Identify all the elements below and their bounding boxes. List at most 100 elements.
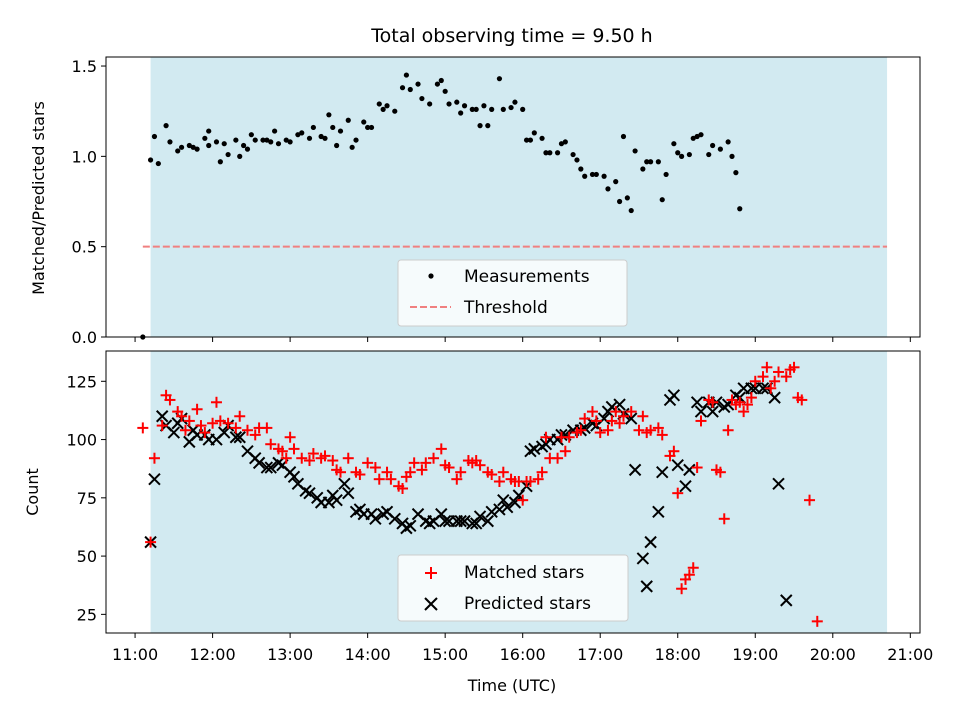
measurement-point xyxy=(686,151,692,158)
measurement-point xyxy=(147,157,154,163)
measurement-point xyxy=(190,144,196,150)
predicted-point xyxy=(155,410,169,423)
matched-point xyxy=(757,371,769,383)
measurement-point xyxy=(260,137,266,143)
legend-measurements-label: Measurements xyxy=(464,267,590,287)
legend-matched-marker xyxy=(425,567,437,579)
matched-point xyxy=(319,450,331,462)
measurement-point xyxy=(694,133,700,140)
predicted-point xyxy=(252,456,266,470)
matched-point xyxy=(199,427,211,439)
measurement-point xyxy=(454,99,460,105)
measurement-point xyxy=(268,139,274,145)
legend-predicted-label: Predicted stars xyxy=(464,594,591,614)
matched-point xyxy=(633,424,645,436)
matched-point xyxy=(207,417,219,429)
top-points xyxy=(140,72,743,340)
matched-point xyxy=(796,394,808,406)
matched-point xyxy=(586,406,598,418)
measurement-point xyxy=(155,160,161,167)
measurement-point xyxy=(481,103,487,109)
measurement-point xyxy=(485,123,491,129)
matched-point xyxy=(214,415,226,427)
matched-point xyxy=(645,424,657,436)
measurement-point xyxy=(415,81,421,87)
matched-point xyxy=(773,366,785,378)
matched-point xyxy=(296,452,308,464)
bottom-xtick-label: 20:00 xyxy=(810,645,856,664)
matched-point xyxy=(722,424,734,436)
measurement-point xyxy=(438,77,444,84)
measurement-point xyxy=(237,153,243,159)
predicted-point xyxy=(260,461,274,474)
matched-point xyxy=(362,457,374,469)
matched-point xyxy=(614,417,626,429)
bottom-xtick-label: 11:00 xyxy=(112,645,158,664)
matched-point xyxy=(637,410,649,422)
measurement-point xyxy=(202,135,208,141)
predicted-point xyxy=(342,486,355,500)
measurement-point xyxy=(318,133,324,140)
measurement-point xyxy=(527,137,534,143)
matched-point xyxy=(579,413,591,425)
matched-point xyxy=(420,457,432,469)
matched-point xyxy=(536,466,548,478)
matched-point xyxy=(563,431,575,443)
predicted-point xyxy=(508,496,522,509)
matched-point xyxy=(408,457,420,469)
measurement-point xyxy=(434,81,441,87)
measurement-point xyxy=(562,139,568,145)
measurement-point xyxy=(469,106,475,112)
measurement-point xyxy=(337,128,344,134)
matched-point xyxy=(145,536,157,548)
matched-point xyxy=(540,431,552,443)
matched-point xyxy=(164,394,176,406)
measurement-point xyxy=(349,144,355,150)
matched-point xyxy=(687,562,699,574)
predicted-point xyxy=(694,405,708,418)
matched-point xyxy=(738,406,750,418)
measurement-point xyxy=(477,123,483,129)
measurement-point xyxy=(252,137,258,143)
bottom-xtick-label: 15:00 xyxy=(422,645,468,664)
matched-point xyxy=(575,424,587,436)
measurement-point xyxy=(241,142,247,149)
matched-point xyxy=(265,438,277,450)
bottom-ytick-label: 75 xyxy=(77,489,97,508)
measurement-point xyxy=(175,148,181,154)
matched-point xyxy=(335,466,347,478)
predicted-point xyxy=(636,552,650,565)
matched-point xyxy=(381,466,393,478)
matched-point xyxy=(222,417,234,429)
measurement-point xyxy=(547,150,553,156)
measurement-point xyxy=(733,170,739,176)
top-ytick-label: 0.0 xyxy=(72,328,97,347)
matched-point xyxy=(280,452,292,464)
matched-point xyxy=(304,455,315,467)
predicted-point xyxy=(690,396,704,409)
predicted-point xyxy=(218,426,231,439)
predicted-point xyxy=(388,512,401,526)
matched-point xyxy=(610,406,622,418)
predicted-point xyxy=(148,472,161,486)
matched-point xyxy=(241,424,253,436)
legend-measurements-marker xyxy=(428,273,434,279)
predicted-point xyxy=(644,535,657,549)
measurement-point xyxy=(221,141,227,147)
matched-point xyxy=(455,466,467,478)
predicted-point xyxy=(330,493,343,507)
measurement-point xyxy=(442,88,448,94)
predicted-point xyxy=(780,594,793,607)
matched-point xyxy=(404,466,416,478)
measurement-point xyxy=(399,85,406,91)
top-legend: Measurements Threshold xyxy=(397,259,628,327)
measurement-point xyxy=(570,151,576,158)
matched-point xyxy=(617,410,629,422)
matched-point xyxy=(765,382,777,394)
bottom-ylabel: Count xyxy=(23,468,42,516)
matched-point xyxy=(745,392,757,404)
measurement-point xyxy=(384,103,390,109)
measurement-point xyxy=(306,135,313,141)
predicted-point xyxy=(625,412,638,425)
bottom-xtick-label: 14:00 xyxy=(345,645,391,664)
